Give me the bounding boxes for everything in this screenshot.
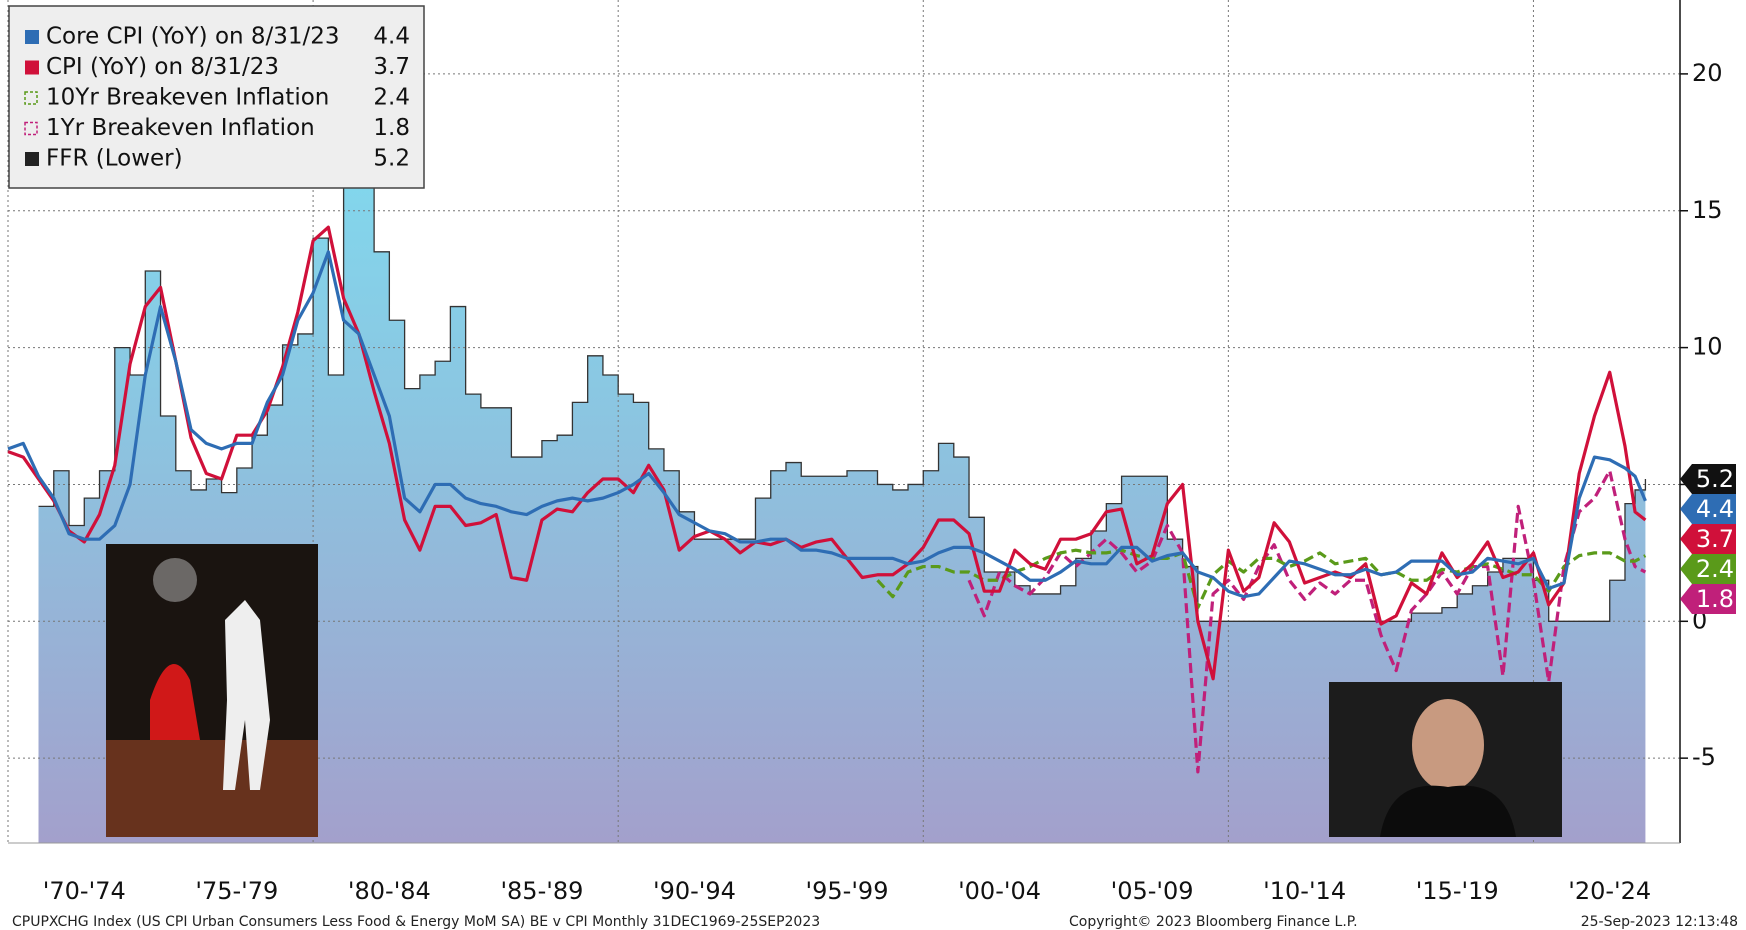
x-tick-label: '00-'04 xyxy=(958,877,1041,905)
last-value-label: 2.4 xyxy=(1696,555,1734,583)
grid-layer xyxy=(7,0,1688,844)
last-value-label: 3.7 xyxy=(1696,525,1734,553)
legend: Core CPI (YoY) on 8/31/23 4.4 CPI (YoY) on… xyxy=(8,5,425,189)
y-tick-label: 10 xyxy=(1692,333,1723,361)
x-tick-label: '95-'99 xyxy=(806,877,889,905)
x-tick-label: '15-'19 xyxy=(1416,877,1499,905)
last-value-badge xyxy=(1680,553,1736,584)
area-layer xyxy=(38,101,1646,844)
x-tick-label: '70-'74 xyxy=(43,877,126,905)
last-value-label: 5.2 xyxy=(1696,465,1734,493)
legend-swatch xyxy=(24,121,38,136)
legend-label: CPI (YoY) on 8/31/23 xyxy=(46,54,279,80)
last-value-label: 4.4 xyxy=(1696,495,1734,523)
footer-source: CPUPXCHG Index (US CPI Urban Consumers L… xyxy=(12,914,820,930)
legend-value: 1.8 xyxy=(373,115,410,141)
x-tick-label: '05-'09 xyxy=(1111,877,1194,905)
last-value-label: 1.8 xyxy=(1696,585,1734,613)
legend-value: 3.7 xyxy=(373,54,410,80)
last-value-badge xyxy=(1680,493,1736,524)
series-line xyxy=(7,225,1647,681)
legend-swatch xyxy=(24,91,38,105)
photo-figure xyxy=(223,600,270,790)
photos xyxy=(106,544,1562,837)
series-line xyxy=(7,250,1647,599)
ffr-area xyxy=(38,101,1646,844)
photo-floor xyxy=(106,740,318,837)
photo-figure xyxy=(150,664,200,740)
x-tick-label: '85-'89 xyxy=(500,877,583,905)
series-line xyxy=(876,548,1647,610)
series-line xyxy=(967,469,1647,774)
photo-ball xyxy=(153,558,197,602)
x-tick-label: '75-'79 xyxy=(195,877,278,905)
x-tick-label: '90-'94 xyxy=(653,877,736,905)
legend-swatch xyxy=(25,30,39,44)
last-value-badge xyxy=(1680,523,1736,554)
x-tick-label: '20-'24 xyxy=(1568,877,1651,905)
y-tick-label: -5 xyxy=(1692,743,1716,771)
y-tick-label: 15 xyxy=(1692,196,1723,224)
legend-label: FFR (Lower) xyxy=(46,146,183,172)
labels-layer: -505101520'70-'74'75-'79'80-'84'85-'89'9… xyxy=(43,59,1736,905)
x-tick-label: '80-'84 xyxy=(348,877,431,905)
last-value-badge xyxy=(1680,463,1736,494)
legend-label: 10Yr Breakeven Inflation xyxy=(46,85,329,111)
lines-layer xyxy=(7,100,1647,774)
legend-value: 2.4 xyxy=(373,85,410,111)
legend-box xyxy=(8,5,425,189)
y-tick-label: 20 xyxy=(1692,59,1723,87)
last-value-badge xyxy=(1680,583,1736,614)
legend-label: 1Yr Breakeven Inflation xyxy=(46,115,315,141)
photo-suit xyxy=(1380,785,1516,837)
legend-label: Core CPI (YoY) on 8/31/23 xyxy=(46,24,340,50)
photo-face xyxy=(1412,699,1484,791)
legend-value: 5.2 xyxy=(373,146,410,172)
legend-swatch xyxy=(25,152,39,166)
x-tick-label: '10-'14 xyxy=(1263,877,1346,905)
legend-value: 4.4 xyxy=(373,24,410,50)
footer-copyright: Copyright© 2023 Bloomberg Finance L.P. xyxy=(1069,914,1358,930)
legend-swatch xyxy=(25,60,39,75)
footer-time: 25-Sep-2023 12:13:48 xyxy=(1581,914,1738,930)
